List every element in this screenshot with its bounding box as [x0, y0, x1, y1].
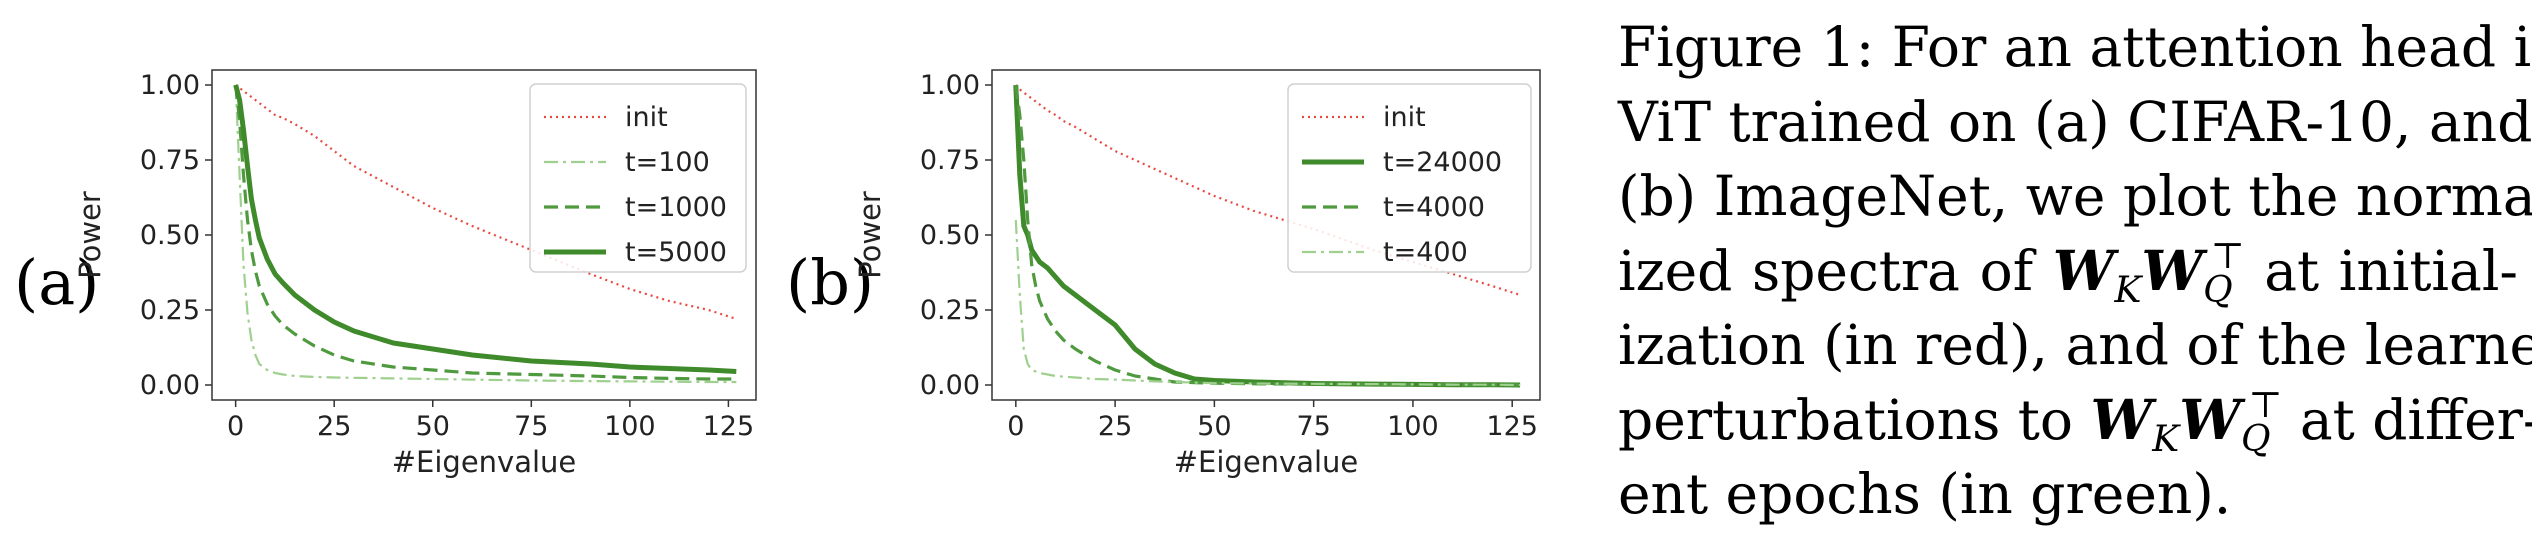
- x-tick-label: 125: [703, 411, 755, 442]
- x-tick-label: 100: [604, 411, 656, 442]
- legend: init t=24000 t=4000 t=400: [1287, 83, 1532, 273]
- series-line-4: [1014, 219, 1521, 387]
- caption-line: Figure 1: For an attention head in: [1618, 15, 2532, 79]
- x-tick-label: 100: [1387, 411, 1439, 442]
- caption-line: (b) ImageNet, we plot the normal-: [1618, 164, 2532, 228]
- x-tick-label: 0: [227, 411, 244, 442]
- x-axis-label: #Eigenvalue: [1174, 445, 1359, 479]
- chart-panel-a: 0 25 50 75 100 125 0.00 0.25 0.50 0.75 1.00 #Eigenv…: [73, 69, 757, 479]
- legend-entry: t=1000: [625, 192, 727, 223]
- y-tick-label: 0.25: [140, 295, 200, 326]
- series-line-2: [234, 84, 737, 384]
- y-tick-label: 0.00: [920, 370, 980, 401]
- series-line-3: [234, 84, 737, 381]
- legend-entry: t=100: [625, 147, 710, 178]
- y-axis-label: Power: [73, 191, 107, 279]
- y-tick-label: 0.75: [140, 145, 200, 176]
- chart-panel-b: 0 25 50 75 100 125 0.00 0.25 0.50 0.75 1.00 #Eigenv…: [853, 69, 1541, 479]
- x-tick-label: 25: [317, 411, 351, 442]
- x-tick-label: 50: [1197, 411, 1231, 442]
- panel-a-label: (a): [14, 246, 100, 319]
- caption-line: ViT trained on (a) CIFAR-10, and: [1618, 89, 2532, 154]
- y-tick-label: 0.25: [920, 295, 980, 326]
- y-tick-label: 0.50: [140, 220, 200, 251]
- caption-line: ent epochs (in green).: [1618, 462, 2232, 526]
- y-tick-label: 0.50: [920, 220, 980, 251]
- legend-entry: t=4000: [1383, 192, 1485, 223]
- x-tick-label: 75: [1296, 411, 1330, 442]
- legend-entry: init: [625, 102, 668, 133]
- y-tick-label: 0.75: [920, 145, 980, 176]
- legend-entry: t=24000: [1383, 147, 1502, 178]
- caption-line-math: ized spectra of WKWQ⊤ at initial-: [1618, 235, 2518, 311]
- y-axis-label: Power: [853, 191, 887, 279]
- legend-entry: t=5000: [625, 237, 727, 268]
- caption-line: ization (in red), and of the learned: [1618, 313, 2532, 377]
- series-line-3: [1014, 84, 1521, 387]
- series-line-1: [235, 84, 737, 321]
- x-axis-label: #Eigenvalue: [392, 445, 577, 479]
- y-tick-label: 1.00: [920, 70, 980, 101]
- x-tick-label: 25: [1098, 411, 1132, 442]
- figure-caption: Figure 1: For an attention head in ViT t…: [1618, 10, 2532, 532]
- y-tick-label: 1.00: [140, 70, 200, 101]
- legend-box: [529, 83, 747, 273]
- legend: init t=100 t=1000 t=5000: [529, 83, 747, 273]
- x-tick-label: 125: [1486, 411, 1538, 442]
- legend-entry: t=400: [1383, 237, 1468, 268]
- panel-b-label: (b): [786, 246, 875, 319]
- caption-line-math: perturbations to WKWQ⊤ at differ-: [1618, 384, 2532, 460]
- legend-box: [1287, 83, 1532, 273]
- legend-entry: init: [1383, 102, 1426, 133]
- x-tick-label: 50: [416, 411, 450, 442]
- x-tick-label: 75: [514, 411, 548, 442]
- x-tick-label: 0: [1007, 411, 1024, 442]
- y-tick-label: 0.00: [140, 370, 200, 401]
- series-line-4: [233, 84, 737, 374]
